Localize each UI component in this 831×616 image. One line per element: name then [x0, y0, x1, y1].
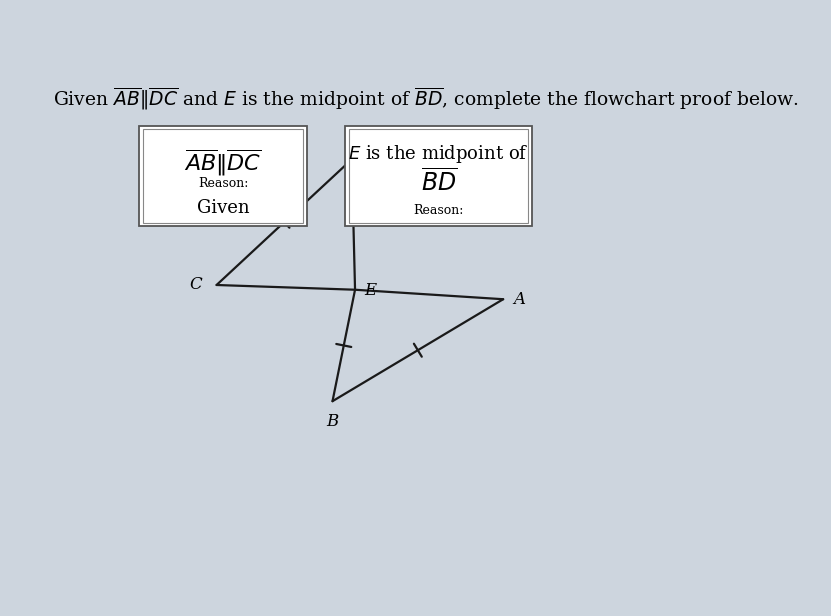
Text: D: D — [357, 132, 371, 149]
Text: Reason:: Reason: — [413, 203, 464, 217]
Text: $\overline{AB} \| \overline{DC}$: $\overline{AB} \| \overline{DC}$ — [184, 147, 262, 178]
FancyBboxPatch shape — [346, 126, 532, 225]
Text: C: C — [189, 277, 203, 293]
Text: Reason:: Reason: — [198, 177, 248, 190]
Text: $\overline{BD}$: $\overline{BD}$ — [420, 169, 457, 196]
Text: Given $\overline{AB} \| \overline{DC}$ and $E$ is the midpoint of $\overline{BD}: Given $\overline{AB} \| \overline{DC}$ a… — [53, 86, 799, 112]
FancyBboxPatch shape — [140, 126, 307, 225]
Text: E: E — [364, 282, 376, 299]
Text: B: B — [327, 413, 338, 430]
Text: Given: Given — [197, 199, 249, 217]
Text: A: A — [514, 291, 525, 308]
Text: $E$ is the midpoint of: $E$ is the midpoint of — [348, 143, 529, 164]
